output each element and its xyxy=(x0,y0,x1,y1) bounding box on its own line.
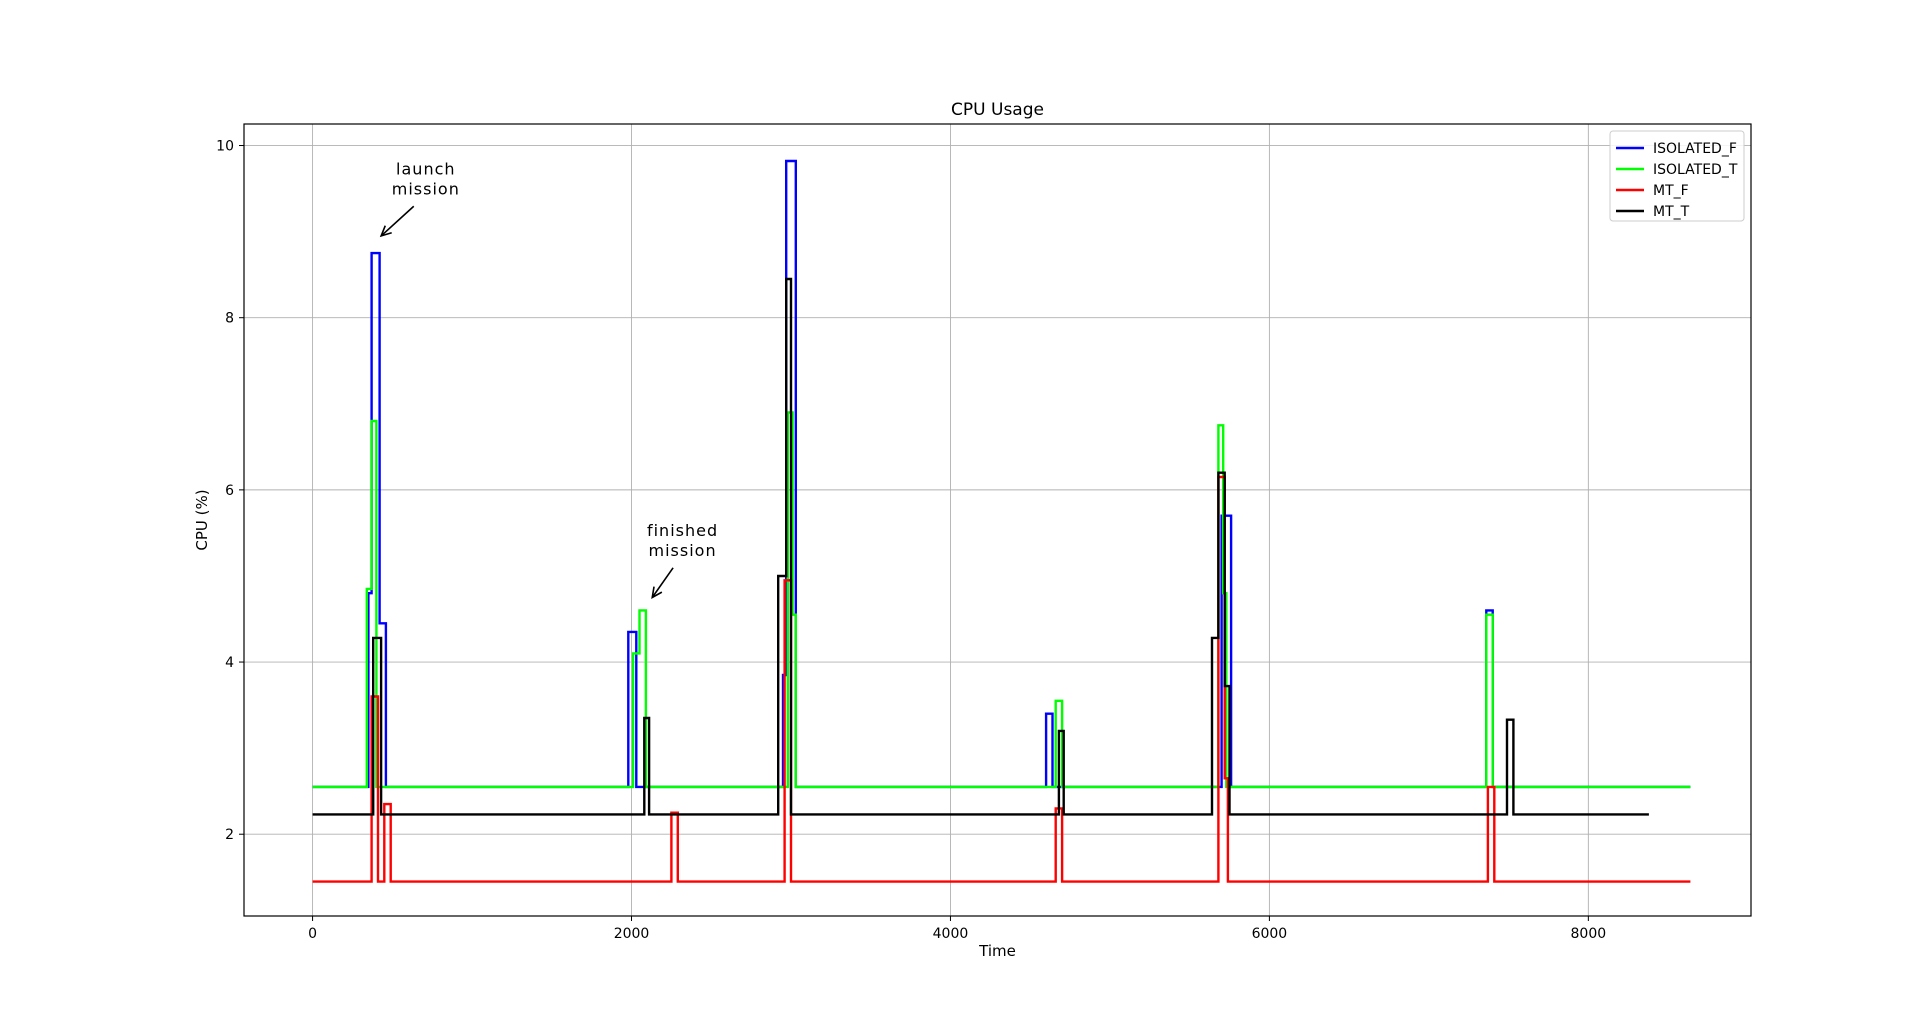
annotation-arrow-head xyxy=(379,225,392,238)
annotation-arrow-head xyxy=(651,586,663,599)
annotation-text: finished xyxy=(647,521,718,540)
y-tick-label: 10 xyxy=(216,139,234,155)
x-tick-label: 2000 xyxy=(614,926,650,942)
x-tick-label: 4000 xyxy=(933,926,969,942)
axis-ticks: 0 2000 4000 6000 8000 2 4 6 8 10 xyxy=(216,139,1606,942)
annotation-arrow-shaft xyxy=(380,205,415,237)
series-line-mt-t xyxy=(312,277,1649,816)
legend-label: MT_F xyxy=(1653,183,1689,199)
x-tick-label: 6000 xyxy=(1252,926,1288,942)
legend-box xyxy=(1609,130,1745,222)
annotation-text: launch xyxy=(396,159,455,178)
x-tick-label: 8000 xyxy=(1571,926,1607,942)
x-tick-label: 0 xyxy=(308,926,317,942)
y-tick-label: 4 xyxy=(225,655,234,671)
gridlines xyxy=(244,124,1751,916)
y-tick-label: 6 xyxy=(225,483,234,499)
x-axis-label: Time xyxy=(978,942,1016,960)
y-axis-label: CPU (%) xyxy=(193,489,211,550)
legend-label: ISOLATED_F xyxy=(1653,141,1737,157)
series-lines xyxy=(312,159,1691,883)
annotation-text: mission xyxy=(392,179,460,198)
legend-label: ISOLATED_T xyxy=(1653,162,1738,178)
annotation-arrow-shaft xyxy=(651,567,674,598)
chart-title: CPU Usage xyxy=(951,100,1044,120)
y-tick-label: 2 xyxy=(225,827,234,843)
legend: ISOLATED_F ISOLATED_T MT_F MT_T xyxy=(1609,130,1745,222)
annotation-text: mission xyxy=(649,541,717,560)
axes-frame xyxy=(243,123,1752,917)
legend-label: MT_T xyxy=(1653,204,1690,220)
y-tick-label: 8 xyxy=(225,311,234,327)
